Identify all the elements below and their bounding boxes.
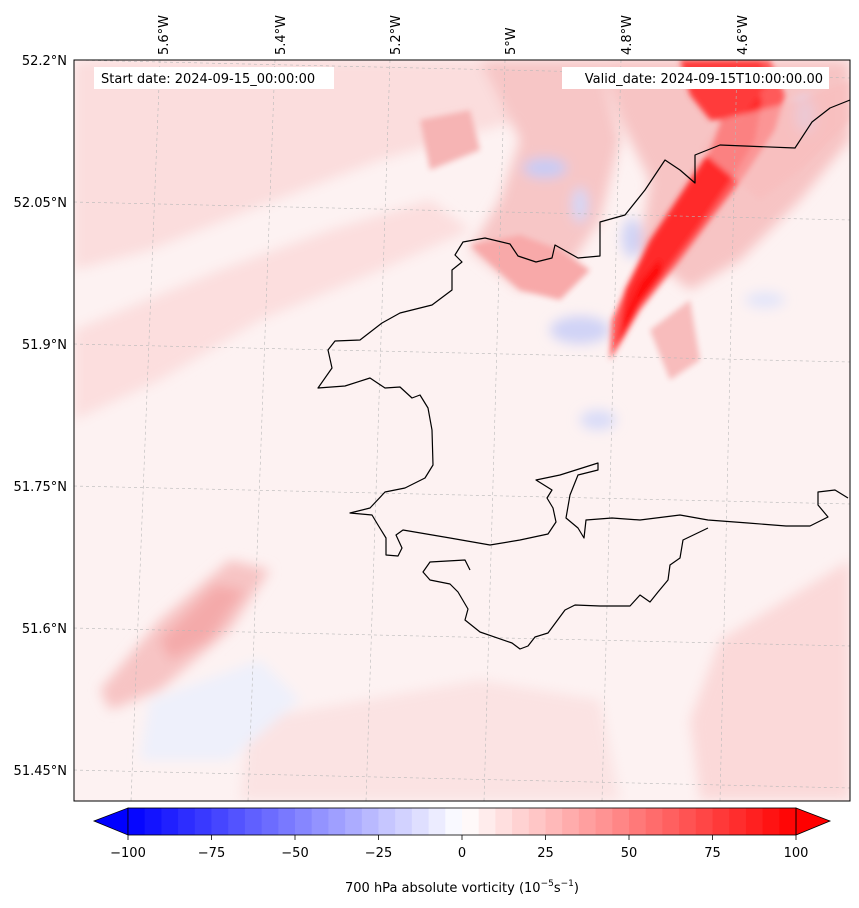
- lat-label-51-6n: 51.6°N: [22, 622, 67, 637]
- colorbar-label: 700 hPa absolute vorticity (10−5s−1): [345, 879, 579, 896]
- valid-date-text: Valid_date: 2024-09-15T10:00:00.00: [585, 72, 823, 87]
- colorbar-segment: [712, 808, 730, 835]
- latitude-labels: 52.2°N 52.05°N 51.9°N 51.75°N 51.6°N 51.…: [14, 54, 67, 779]
- colorbar-segment: [194, 808, 212, 835]
- colorbar-segment: [578, 808, 597, 835]
- start-date-box: [94, 67, 334, 89]
- colorbar-ticks: −100 −75 −50 −25 0 25 50 75 100: [110, 835, 808, 861]
- colorbar-tick-label: 75: [704, 846, 721, 861]
- colorbar-tick-label: −25: [365, 846, 392, 861]
- colorbar-segment: [629, 808, 647, 835]
- start-date-text: Start date: 2024-09-15_00:00:00: [101, 72, 315, 87]
- lon-label-4-6w: 4.6°W: [736, 15, 751, 55]
- colorbar-segment: [528, 808, 546, 835]
- colorbar-segment: [545, 808, 563, 835]
- colorbar-segment: [211, 808, 229, 835]
- colorbar-segment: [411, 808, 430, 835]
- colorbar-tick-label: −50: [281, 846, 308, 861]
- longitude-labels: 5.6°W 5.4°W 5.2°W 5°W 4.8°W 4.6°W: [157, 15, 751, 55]
- colorbar-segment: [595, 808, 613, 835]
- header-annotations: Start date: 2024-09-15_00:00:00 Valid_da…: [94, 67, 829, 89]
- valid-date-box: [562, 67, 829, 89]
- lat-label-52-2n: 52.2°N: [22, 54, 67, 69]
- colorbar-segment: [261, 808, 279, 835]
- colorbar-tick-label: 0: [458, 846, 466, 861]
- lon-label-4-8w: 4.8°W: [620, 15, 635, 55]
- colorbar: −100 −75 −50 −25 0 25 50 75 100 700 hPa absolute…: [92, 807, 832, 896]
- colorbar-tick-label: 25: [537, 846, 554, 861]
- colorbar-segment: [729, 808, 747, 835]
- colorbar-segment: [612, 808, 630, 835]
- colorbar-tick-label: 50: [621, 846, 638, 861]
- colorbar-extend-high: [795, 807, 832, 836]
- map-frame: [73, 59, 851, 802]
- colorbar-segment: [228, 808, 246, 835]
- colorbar-segment: [495, 808, 513, 835]
- colorbar-segment: [762, 808, 780, 835]
- lat-label-52-05n: 52.05°N: [14, 196, 67, 211]
- colorbar-segment: [645, 808, 663, 835]
- colorbar-segment: [345, 808, 363, 835]
- colorbar-segment: [445, 808, 463, 835]
- lon-label-5-2w: 5.2°W: [389, 15, 404, 55]
- colorbar-segment: [295, 808, 313, 835]
- colorbar-tick-label: −75: [198, 846, 225, 861]
- colorbar-segment: [745, 808, 764, 835]
- lon-label-5-6w: 5.6°W: [157, 15, 172, 55]
- colorbar-segment: [679, 808, 697, 835]
- colorbar-segment: [328, 808, 346, 835]
- lon-label-5w: 5°W: [504, 27, 519, 55]
- colorbar-segment: [478, 808, 496, 835]
- colorbar-segment: [695, 808, 713, 835]
- colorbar-segment: [662, 808, 680, 835]
- lat-label-51-45n: 51.45°N: [14, 764, 67, 779]
- lat-label-51-75n: 51.75°N: [14, 480, 67, 495]
- colorbar-segment: [144, 808, 162, 835]
- vorticity-field: [74, 60, 850, 801]
- colorbar-segment: [512, 808, 530, 835]
- colorbar-extend-low: [92, 807, 129, 836]
- colorbar-segment: [428, 808, 446, 835]
- colorbar-segment: [278, 808, 296, 835]
- colorbar-tick-label: −100: [110, 846, 146, 861]
- colorbar-segment: [361, 808, 379, 835]
- colorbar-segment: [128, 808, 146, 835]
- colorbar-segment: [395, 808, 413, 835]
- colorbar-segment: [178, 808, 196, 835]
- coastline: [317, 99, 850, 650]
- lon-label-5-4w: 5.4°W: [274, 15, 289, 55]
- colorbar-segment: [161, 808, 179, 835]
- colorbar-segment: [562, 808, 580, 835]
- colorbar-segment: [244, 808, 263, 835]
- colorbar-tick-label: 100: [784, 846, 809, 861]
- colorbar-segment: [779, 808, 797, 835]
- colorbar-segment: [311, 808, 329, 835]
- colorbar-segment: [378, 808, 396, 835]
- colorbar-segments: [128, 808, 797, 835]
- colorbar-segment: [462, 808, 480, 835]
- lat-label-51-9n: 51.9°N: [22, 338, 67, 353]
